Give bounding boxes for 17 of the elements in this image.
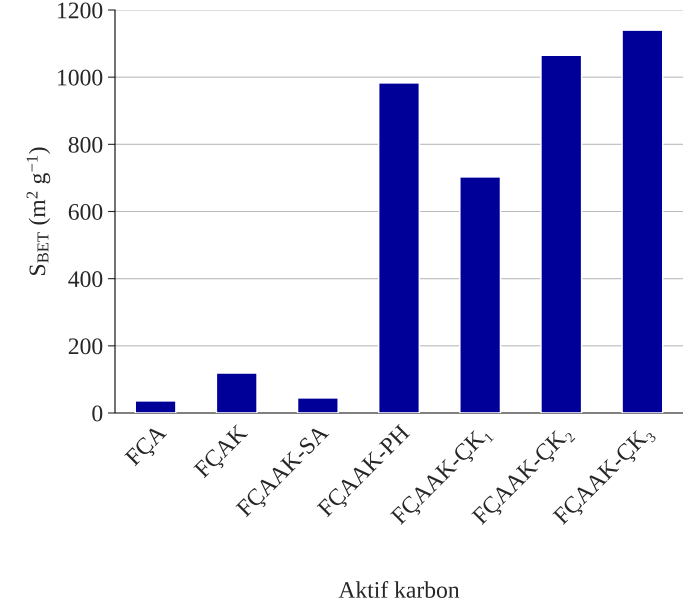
bar	[296, 397, 339, 413]
y-tick-label: 800	[68, 136, 102, 153]
y-tick-label: 400	[68, 271, 102, 288]
x-axis-title: Aktif karbon	[338, 581, 460, 598]
y-tick-label: 1200	[58, 2, 102, 18]
bar	[621, 29, 664, 413]
bar	[540, 54, 582, 413]
bar	[378, 82, 420, 413]
bar	[459, 176, 502, 413]
x-tick-label: FÇA	[124, 423, 171, 470]
y-tick-label: 600	[68, 204, 102, 220]
y-axis-title: S$_{BET}$ (m$^{2}$ g$^{−1}$)	[26, 147, 50, 275]
y-tick-label: 1000	[58, 70, 102, 86]
bar	[216, 372, 258, 413]
y-tick-label: 0	[92, 405, 102, 422]
bar	[134, 400, 177, 413]
y-tick-label: 200	[68, 338, 102, 354]
